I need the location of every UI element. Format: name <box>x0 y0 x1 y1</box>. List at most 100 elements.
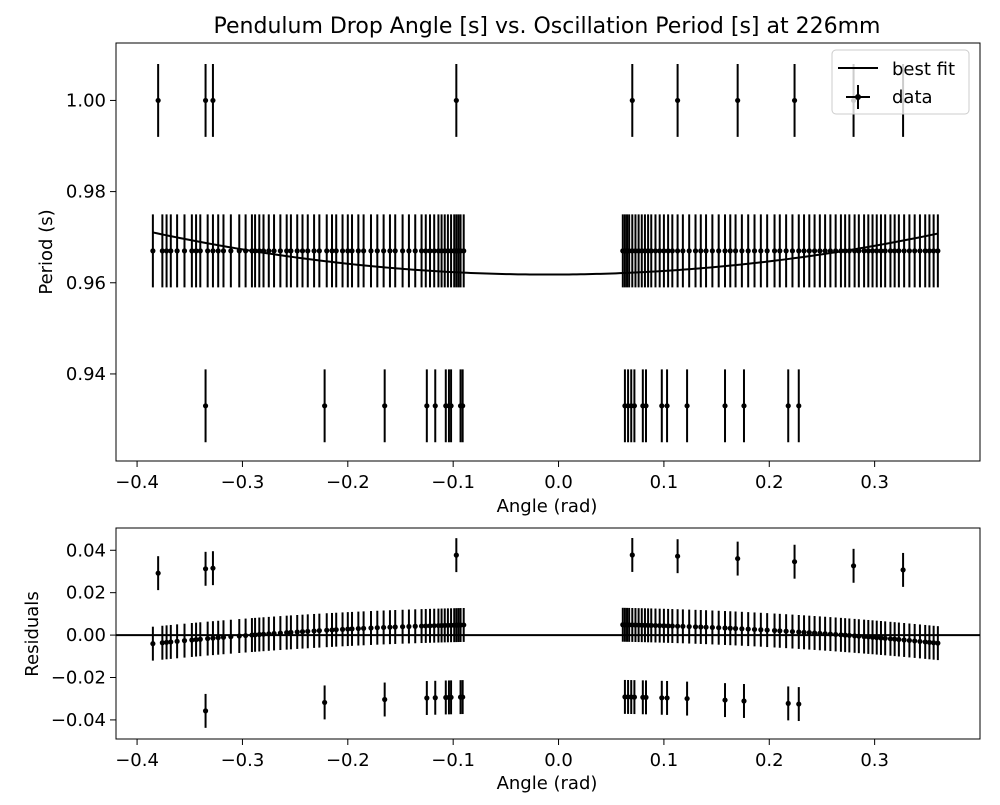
main-x-tick-label: 0.2 <box>755 472 784 493</box>
main-y-axis: 0.94 0.96 0.98 1.00 <box>66 90 116 385</box>
residual-point <box>643 694 649 700</box>
residual-point <box>271 630 277 637</box>
data-point <box>228 248 234 254</box>
data-point <box>906 248 913 254</box>
data-point <box>361 248 367 254</box>
residual-point <box>339 626 346 632</box>
residual-point <box>163 639 170 645</box>
data-point <box>931 248 937 254</box>
best-fit-line <box>152 231 939 276</box>
data-point <box>399 248 406 254</box>
data-point <box>751 248 758 254</box>
data-point <box>294 248 300 254</box>
residuals-y-tick-label: −0.04 <box>51 710 106 731</box>
data-point <box>461 248 467 254</box>
residuals-x-tick-label: −0.4 <box>115 750 159 771</box>
data-point <box>629 97 635 104</box>
residual-point <box>432 695 438 701</box>
residual-point <box>299 629 306 635</box>
main-x-tick-label: −0.2 <box>326 472 370 493</box>
data-point <box>722 403 728 409</box>
data-point <box>163 248 170 254</box>
residual-point <box>659 695 665 701</box>
residual-point <box>423 623 429 629</box>
residual-point <box>703 624 709 630</box>
residual-point <box>838 632 844 638</box>
residual-point <box>665 623 671 629</box>
legend-label-data: data <box>892 87 933 108</box>
residual-point <box>288 629 294 635</box>
data-point <box>431 248 437 254</box>
residual-point <box>842 632 848 638</box>
data-point <box>796 248 802 254</box>
main-x-tick-label: 0.3 <box>860 472 889 493</box>
residual-point <box>284 630 290 636</box>
residual-point <box>412 623 418 629</box>
residual-point <box>686 623 692 630</box>
data-point <box>345 248 351 254</box>
residuals-x-tick-label: 0.3 <box>860 750 889 771</box>
residual-point <box>709 624 715 631</box>
data-point <box>922 248 928 254</box>
data-point <box>664 403 670 409</box>
residual-point <box>661 623 667 629</box>
residual-point <box>922 639 928 645</box>
data-point <box>801 248 807 254</box>
residual-point <box>777 628 783 634</box>
residual-point <box>311 628 317 634</box>
data-point <box>675 248 681 254</box>
residual-point <box>846 632 852 639</box>
residuals-x-tick-label: −0.1 <box>431 750 475 771</box>
residual-point <box>406 623 412 630</box>
data-point <box>912 248 918 254</box>
residual-point <box>168 639 174 645</box>
residual-point <box>796 629 802 635</box>
residual-point <box>193 637 199 643</box>
data-point <box>387 248 393 254</box>
residuals-y-axis: −0.04 −0.02 0.00 0.02 0.04 <box>51 540 116 731</box>
residual-point <box>210 635 216 641</box>
residuals-y-tick-label: 0.00 <box>66 625 106 646</box>
data-point <box>189 248 195 254</box>
residual-point <box>345 626 351 632</box>
residual-point <box>355 625 361 632</box>
residual-point <box>652 622 659 629</box>
residual-point <box>856 633 862 639</box>
data-point <box>349 248 355 254</box>
data-point <box>732 248 739 254</box>
data-point <box>659 403 665 409</box>
residual-point <box>453 552 459 558</box>
residuals-y-tick-label: 0.04 <box>66 540 106 561</box>
data-point <box>716 248 722 254</box>
main-plot-content <box>150 63 941 443</box>
residual-point <box>764 627 770 633</box>
data-point <box>680 248 686 254</box>
data-point <box>703 248 709 254</box>
data-point <box>220 248 227 254</box>
residual-point <box>277 630 283 636</box>
residual-point <box>852 633 858 639</box>
residual-point <box>722 697 728 703</box>
data-point <box>311 248 317 254</box>
data-point <box>339 248 346 254</box>
residual-point <box>735 555 741 562</box>
residual-point <box>349 626 355 632</box>
residual-point <box>448 694 454 700</box>
residual-point <box>912 638 918 644</box>
chart-title: Pendulum Drop Angle [s] vs. Oscillation … <box>214 14 881 39</box>
residual-point <box>827 631 833 637</box>
main-x-axis: −0.4 −0.3 −0.2 −0.1 0.0 0.1 0.2 0.3 <box>115 461 889 493</box>
data-point <box>675 97 681 104</box>
data-point <box>741 403 747 409</box>
residual-point <box>811 630 818 636</box>
residual-point <box>322 699 328 706</box>
residual-point <box>381 624 387 631</box>
residual-point <box>174 638 180 644</box>
data-point <box>735 97 741 104</box>
residuals-plot-content <box>116 538 980 728</box>
residual-point <box>722 625 728 631</box>
residual-point <box>228 634 234 640</box>
data-point <box>392 248 398 254</box>
data-point <box>277 248 283 254</box>
data-point <box>657 248 663 254</box>
